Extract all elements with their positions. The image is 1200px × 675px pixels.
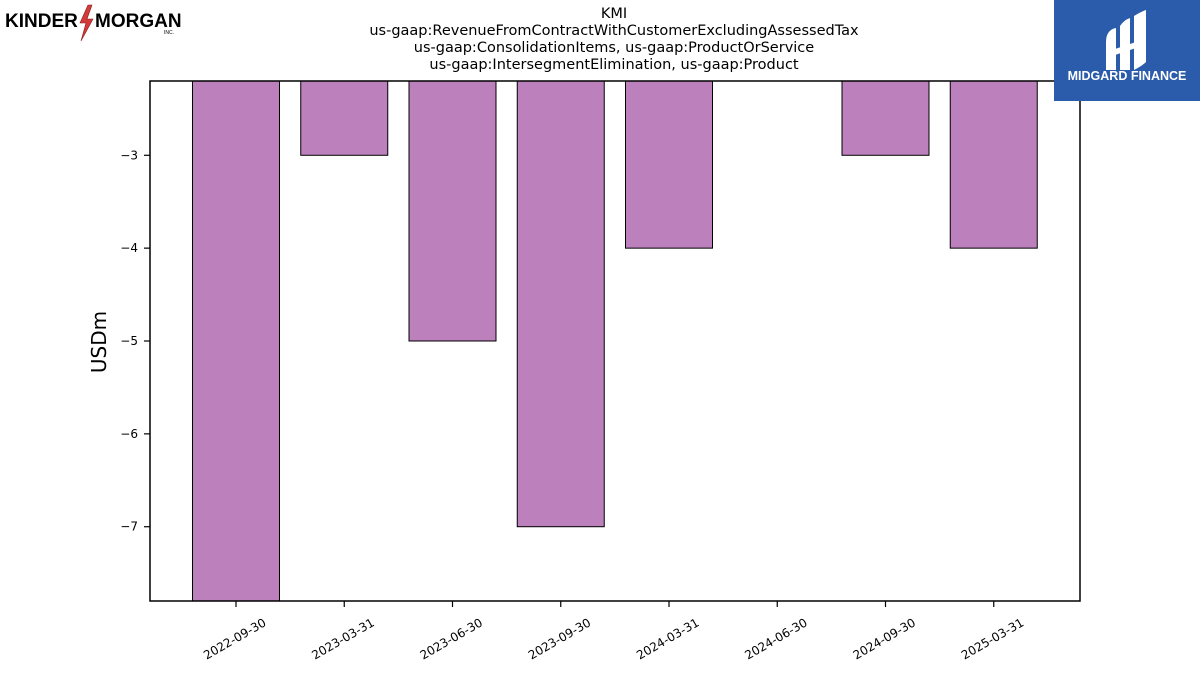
bar (841, 80, 930, 156)
chart-title-line: us-gaap:RevenueFromContractWithCustomerE… (369, 23, 859, 39)
midgard-finance-logo: MIDGARD FINANCE (1054, 0, 1200, 101)
logo-morgan-text: MORGAN (95, 11, 182, 32)
bar (949, 80, 1038, 249)
chart-title-line: us-gaap:ConsolidationItems, us-gaap:Prod… (413, 40, 815, 56)
chart-title: KMI us-gaap:RevenueFromContractWithCusto… (314, 6, 914, 74)
chart-title-line: us-gaap:IntersegmentElimination, us-gaap… (429, 57, 799, 73)
y-tick-label: −3 (120, 148, 138, 162)
lightning-bolt-icon (79, 4, 94, 42)
y-tick-label: −5 (120, 334, 138, 348)
bar (625, 80, 713, 249)
x-tick-label: 2024-06-30 (742, 615, 809, 662)
plot-frame (149, 80, 1081, 602)
bar (408, 80, 497, 342)
chart-title-line: KMI (600, 6, 628, 22)
midgard-logo-text: MIDGARD FINANCE (1068, 69, 1187, 83)
bar (300, 80, 389, 156)
y-tick-label: −6 (120, 427, 138, 441)
y-axis-label: USDm (87, 311, 111, 373)
bar (516, 80, 605, 528)
logo-kinder-text: KINDER (5, 11, 78, 32)
y-tick-label: −4 (120, 241, 138, 255)
bar (192, 80, 280, 602)
x-tick-label: 2024-09-30 (851, 615, 918, 662)
y-tick-label: −7 (120, 520, 138, 534)
logo-inc-text: INC. (164, 30, 174, 36)
x-tick-label: 2023-09-30 (526, 615, 593, 662)
x-tick-label: 2025-03-31 (959, 615, 1026, 662)
x-tick-label: 2023-03-31 (309, 615, 376, 662)
x-tick-label: 2022-09-30 (201, 615, 268, 662)
kinder-morgan-logo: KINDER MORGAN INC. (5, 4, 182, 42)
x-tick-label: 2023-06-30 (418, 615, 485, 662)
x-tick-label: 2024-03-31 (634, 615, 701, 662)
midgard-emblem-icon (1106, 10, 1146, 70)
